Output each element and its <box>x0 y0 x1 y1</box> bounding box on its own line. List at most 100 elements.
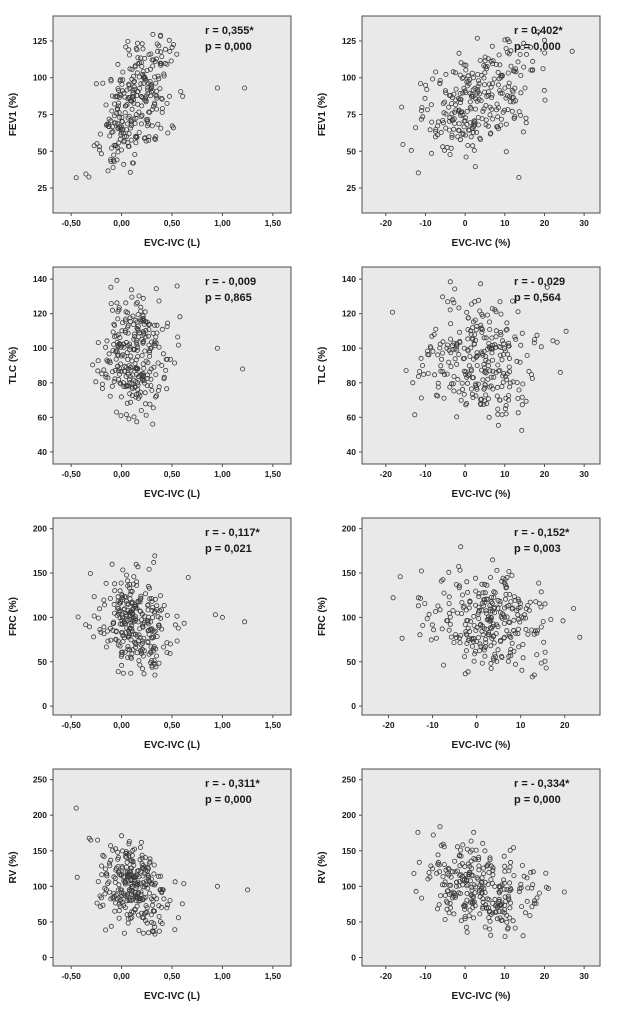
svg-text:0,00: 0,00 <box>113 971 130 981</box>
svg-text:1,00: 1,00 <box>214 971 231 981</box>
svg-text:EVC-IVC (%): EVC-IVC (%) <box>451 489 510 500</box>
svg-text:FRC (%): FRC (%) <box>317 597 328 636</box>
svg-text:200: 200 <box>33 810 47 820</box>
svg-text:0: 0 <box>42 952 47 962</box>
svg-text:10: 10 <box>500 218 510 228</box>
svg-text:p = 0,003: p = 0,003 <box>514 543 561 555</box>
svg-text:-10: -10 <box>419 971 432 981</box>
svg-text:150: 150 <box>341 568 355 578</box>
svg-text:-20: -20 <box>379 469 392 479</box>
scatter-frc-vs-evc-ivc-l: -0,50 0,00 0,50 1,00 1,50 0 50 100 150 200 EVC-IVC… <box>5 510 304 755</box>
svg-text:100: 100 <box>341 881 355 891</box>
scatter-tlc-vs-evc-ivc-l: -0,50 0,00 0,50 1,00 1,50 40 60 80 100 120 140 EVC-… <box>5 259 304 504</box>
svg-text:-0,50: -0,50 <box>61 469 81 479</box>
svg-text:p = 0,865: p = 0,865 <box>205 292 252 304</box>
svg-text:20: 20 <box>539 469 549 479</box>
svg-text:50: 50 <box>38 146 48 156</box>
svg-text:0,50: 0,50 <box>164 218 181 228</box>
svg-text:0,50: 0,50 <box>164 469 181 479</box>
svg-text:TLC (%): TLC (%) <box>8 347 19 385</box>
svg-text:1,00: 1,00 <box>214 218 231 228</box>
svg-text:r = - 0,009: r = - 0,009 <box>205 276 256 288</box>
svg-text:25: 25 <box>38 183 48 193</box>
svg-text:0,50: 0,50 <box>164 971 181 981</box>
svg-text:1,50: 1,50 <box>265 720 282 730</box>
svg-text:FEV1 (%): FEV1 (%) <box>8 93 19 136</box>
scatter-plot-rv-l: -0,50 0,00 0,50 1,00 1,50 0 50 100 150 200 250 EVC-… <box>8 768 292 1002</box>
svg-text:EVC-IVC (%): EVC-IVC (%) <box>451 991 510 1002</box>
svg-text:10: 10 <box>515 720 525 730</box>
svg-text:p = 0,000: p = 0,000 <box>514 794 561 806</box>
scatter-frc-vs-evc-ivc-pct: -20 -10 0 10 20 0 50 100 150 200 EVC-IVC (%) FRC (%… <box>314 510 613 755</box>
svg-text:50: 50 <box>346 146 356 156</box>
svg-text:r = - 0,029: r = - 0,029 <box>514 276 565 288</box>
svg-text:TLC (%): TLC (%) <box>317 347 328 385</box>
svg-text:150: 150 <box>33 568 47 578</box>
svg-text:EVC-IVC (%): EVC-IVC (%) <box>451 238 510 249</box>
svg-text:r = 0,355*: r = 0,355* <box>205 25 254 37</box>
svg-text:30: 30 <box>579 218 589 228</box>
svg-text:25: 25 <box>346 183 356 193</box>
svg-text:EVC-IVC (L): EVC-IVC (L) <box>144 238 200 249</box>
svg-text:FRC (%): FRC (%) <box>8 597 19 636</box>
svg-text:0,00: 0,00 <box>113 469 130 479</box>
svg-text:p = 0,000: p = 0,000 <box>205 41 252 53</box>
svg-text:120: 120 <box>33 309 47 319</box>
svg-text:100: 100 <box>33 73 47 83</box>
svg-text:150: 150 <box>341 846 355 856</box>
svg-text:-20: -20 <box>379 971 392 981</box>
scatter-plot-rv-pct: -20 -10 0 10 20 30 0 50 100 150 200 250 EVC-IVC (%) R… <box>317 768 600 1002</box>
svg-text:140: 140 <box>341 274 355 284</box>
svg-text:140: 140 <box>33 274 47 284</box>
svg-text:-10: -10 <box>419 469 432 479</box>
svg-text:75: 75 <box>346 110 356 120</box>
svg-text:RV (%): RV (%) <box>8 851 19 883</box>
svg-text:20: 20 <box>539 218 549 228</box>
svg-text:r = - 0,311*: r = - 0,311* <box>205 778 260 790</box>
svg-text:20: 20 <box>539 971 549 981</box>
svg-text:0: 0 <box>474 720 479 730</box>
svg-text:50: 50 <box>38 657 48 667</box>
svg-text:EVC-IVC (L): EVC-IVC (L) <box>144 489 200 500</box>
svg-text:0: 0 <box>42 701 47 711</box>
svg-text:50: 50 <box>346 917 356 927</box>
svg-text:r = 0,402*: r = 0,402* <box>514 25 563 37</box>
svg-text:80: 80 <box>38 378 48 388</box>
svg-text:80: 80 <box>346 378 356 388</box>
svg-text:-0,50: -0,50 <box>61 218 81 228</box>
svg-text:FEV1 (%): FEV1 (%) <box>317 93 328 136</box>
svg-text:40: 40 <box>346 447 356 457</box>
svg-text:EVC-IVC (L): EVC-IVC (L) <box>144 991 200 1002</box>
scatter-plot-fev1-l: -0,50 0,00 0,50 1,00 1,50 25 50 75 100 125 EVC-IVC… <box>8 15 292 249</box>
svg-text:100: 100 <box>33 881 47 891</box>
svg-text:50: 50 <box>38 917 48 927</box>
svg-text:-20: -20 <box>382 720 395 730</box>
svg-text:-0,50: -0,50 <box>61 720 81 730</box>
svg-text:-10: -10 <box>419 218 432 228</box>
svg-text:100: 100 <box>33 612 47 622</box>
svg-text:60: 60 <box>346 412 356 422</box>
svg-text:EVC-IVC (%): EVC-IVC (%) <box>451 740 510 751</box>
svg-text:125: 125 <box>33 36 47 46</box>
svg-text:40: 40 <box>38 447 48 457</box>
svg-text:100: 100 <box>341 343 355 353</box>
svg-text:75: 75 <box>38 110 48 120</box>
svg-text:200: 200 <box>341 810 355 820</box>
svg-text:100: 100 <box>341 73 355 83</box>
svg-text:100: 100 <box>33 343 47 353</box>
svg-text:0: 0 <box>462 218 467 228</box>
svg-text:p = 0,021: p = 0,021 <box>205 543 252 555</box>
svg-text:10: 10 <box>500 971 510 981</box>
svg-text:150: 150 <box>33 846 47 856</box>
svg-text:0: 0 <box>351 952 356 962</box>
svg-text:-20: -20 <box>379 218 392 228</box>
scatter-plot-tlc-pct: -20 -10 0 10 20 30 40 60 80 100 120 140 EVC-IVC (%) T… <box>317 266 600 500</box>
svg-text:200: 200 <box>341 524 355 534</box>
svg-text:20: 20 <box>560 720 570 730</box>
svg-text:50: 50 <box>346 657 356 667</box>
scatter-plot-frc-l: -0,50 0,00 0,50 1,00 1,50 0 50 100 150 200 EVC-IVC… <box>8 517 292 751</box>
scatter-tlc-vs-evc-ivc-pct: -20 -10 0 10 20 30 40 60 80 100 120 140 EVC-IVC (%) T… <box>314 259 613 504</box>
svg-text:r = - 0,152*: r = - 0,152* <box>514 527 570 539</box>
svg-text:1,00: 1,00 <box>214 469 231 479</box>
